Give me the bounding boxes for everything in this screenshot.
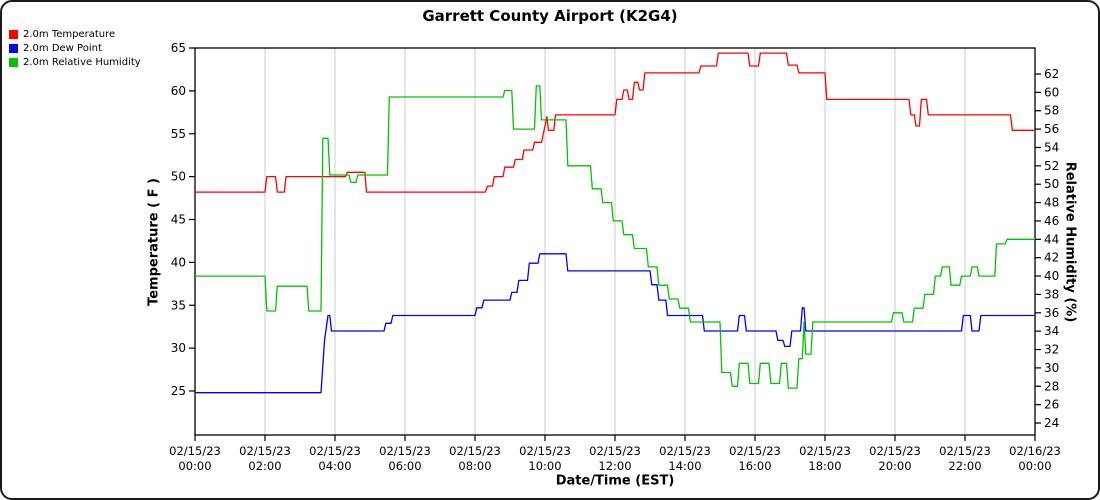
svg-text:42: 42 xyxy=(1044,251,1059,265)
svg-text:10:00: 10:00 xyxy=(528,459,561,473)
svg-text:45: 45 xyxy=(171,213,186,227)
svg-text:02/15/23: 02/15/23 xyxy=(519,444,571,458)
svg-text:02:00: 02:00 xyxy=(248,459,281,473)
svg-text:02/15/23: 02/15/23 xyxy=(869,444,921,458)
svg-text:02/15/23: 02/15/23 xyxy=(659,444,711,458)
svg-text:35: 35 xyxy=(171,298,186,312)
svg-text:40: 40 xyxy=(171,255,186,269)
svg-text:32: 32 xyxy=(1044,343,1059,357)
legend-label: 2.0m Temperature xyxy=(23,29,116,40)
svg-text:60: 60 xyxy=(1044,85,1059,99)
svg-text:50: 50 xyxy=(1044,177,1059,191)
svg-text:52: 52 xyxy=(1044,159,1059,173)
svg-text:34: 34 xyxy=(1044,324,1059,338)
svg-text:00:00: 00:00 xyxy=(1018,459,1051,473)
svg-text:55: 55 xyxy=(171,127,186,141)
svg-text:12:00: 12:00 xyxy=(598,459,631,473)
svg-text:16:00: 16:00 xyxy=(738,459,771,473)
svg-text:02/16/23: 02/16/23 xyxy=(1009,444,1061,458)
svg-text:54: 54 xyxy=(1044,140,1059,154)
svg-text:02/15/23: 02/15/23 xyxy=(729,444,781,458)
svg-text:18:00: 18:00 xyxy=(808,459,841,473)
svg-text:02/15/23: 02/15/23 xyxy=(379,444,431,458)
svg-text:56: 56 xyxy=(1044,122,1059,136)
legend-item: 2.0m Relative Humidity xyxy=(9,57,141,68)
svg-text:44: 44 xyxy=(1044,232,1059,246)
svg-text:02/15/23: 02/15/23 xyxy=(239,444,291,458)
svg-text:22:00: 22:00 xyxy=(948,459,981,473)
chart-title: Garrett County Airport (K2G4) xyxy=(422,7,678,25)
svg-text:38: 38 xyxy=(1044,287,1059,301)
svg-text:60: 60 xyxy=(171,84,186,98)
svg-text:00:00: 00:00 xyxy=(178,459,211,473)
legend-item: 2.0m Dew Point xyxy=(9,43,141,54)
svg-text:08:00: 08:00 xyxy=(458,459,491,473)
svg-text:48: 48 xyxy=(1044,196,1059,210)
svg-text:02/15/23: 02/15/23 xyxy=(169,444,221,458)
legend: 2.0m Temperature 2.0m Dew Point 2.0m Relat… xyxy=(9,29,141,71)
svg-text:02/15/23: 02/15/23 xyxy=(939,444,991,458)
svg-text:02/15/23: 02/15/23 xyxy=(449,444,501,458)
legend-label: 2.0m Relative Humidity xyxy=(23,57,141,68)
svg-text:24: 24 xyxy=(1044,416,1059,430)
svg-text:58: 58 xyxy=(1044,104,1059,118)
svg-text:04:00: 04:00 xyxy=(318,459,351,473)
svg-text:02/15/23: 02/15/23 xyxy=(309,444,361,458)
legend-item: 2.0m Temperature xyxy=(9,29,141,40)
svg-text:36: 36 xyxy=(1044,306,1059,320)
right-axis-title: Relative Humidity (%) xyxy=(1062,161,1078,323)
svg-text:28: 28 xyxy=(1044,379,1059,393)
svg-text:14:00: 14:00 xyxy=(668,459,701,473)
legend-swatch xyxy=(9,30,18,39)
svg-text:50: 50 xyxy=(171,170,186,184)
svg-text:62: 62 xyxy=(1044,67,1059,81)
svg-text:40: 40 xyxy=(1044,269,1059,283)
svg-text:25: 25 xyxy=(171,384,186,398)
svg-text:26: 26 xyxy=(1044,398,1059,412)
svg-text:46: 46 xyxy=(1044,214,1059,228)
legend-swatch xyxy=(9,58,18,67)
legend-swatch xyxy=(9,44,18,53)
svg-text:02/15/23: 02/15/23 xyxy=(799,444,851,458)
x-axis-title: Date/Time (EST) xyxy=(555,473,675,489)
left-axis-title: Temperature ( F ) xyxy=(146,178,162,306)
svg-text:30: 30 xyxy=(171,341,186,355)
svg-text:06:00: 06:00 xyxy=(388,459,421,473)
svg-text:65: 65 xyxy=(171,41,186,55)
legend-label: 2.0m Dew Point xyxy=(23,43,102,54)
svg-text:30: 30 xyxy=(1044,361,1059,375)
svg-text:02/15/23: 02/15/23 xyxy=(589,444,641,458)
svg-text:20:00: 20:00 xyxy=(878,459,911,473)
